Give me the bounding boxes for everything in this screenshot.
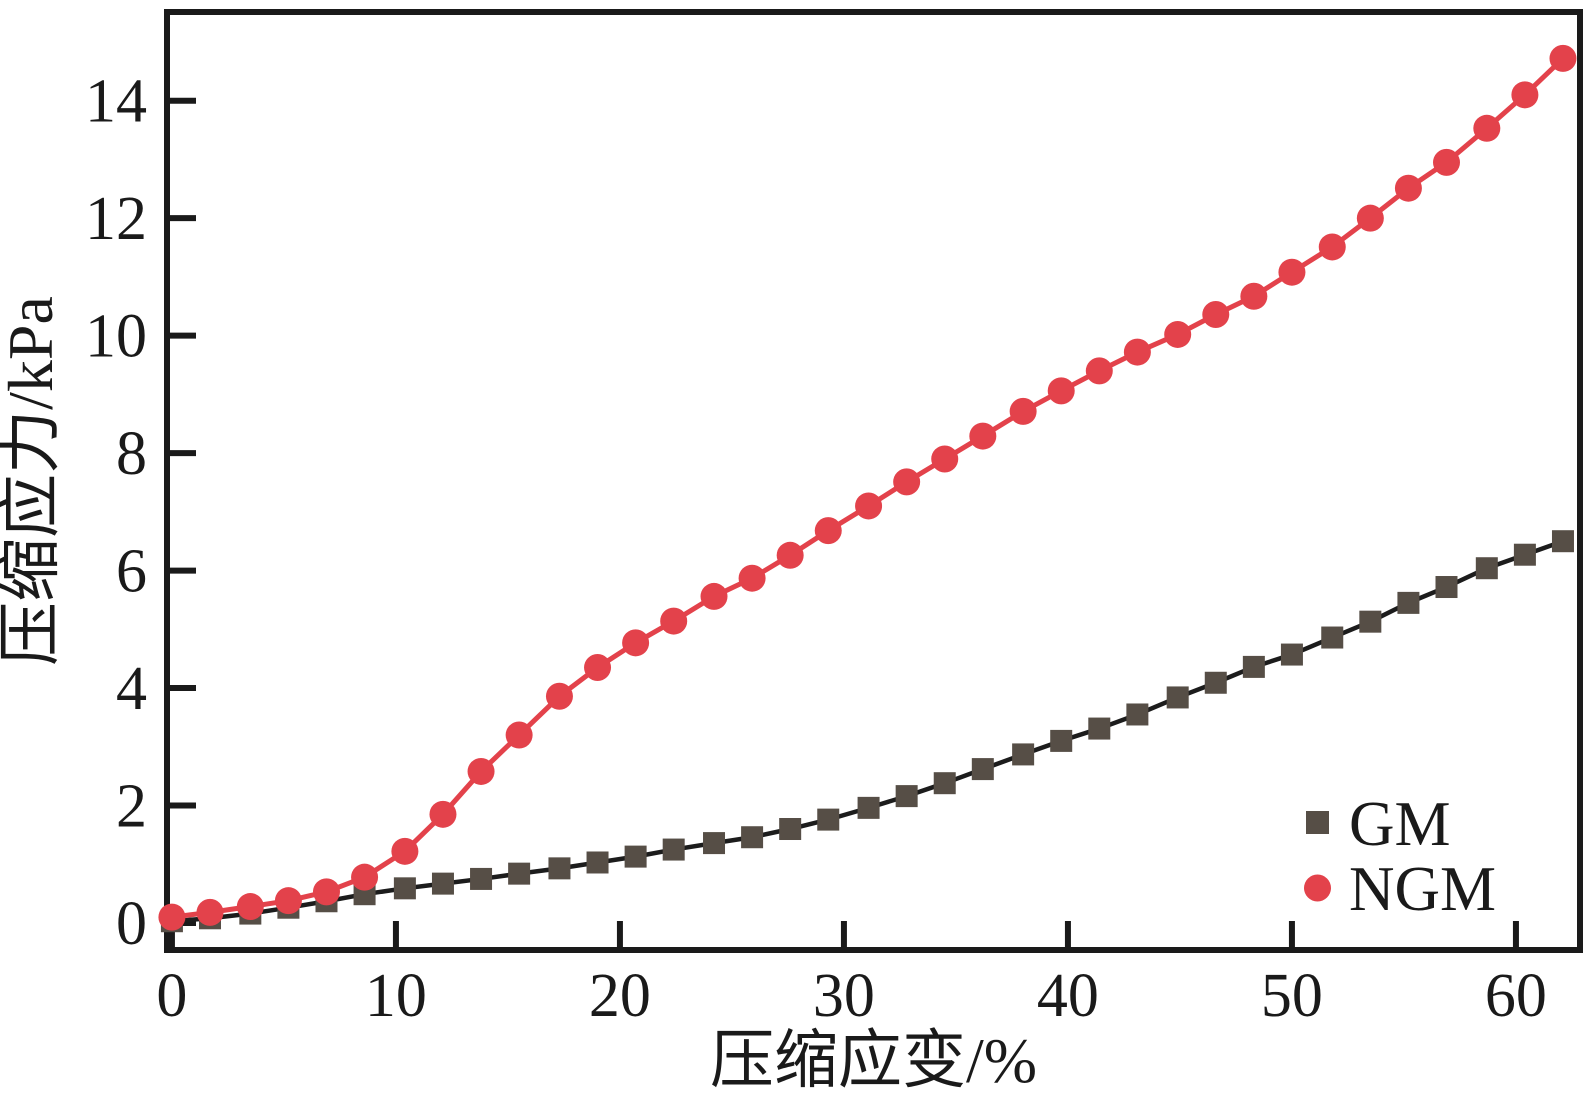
gm-marker [817, 808, 840, 831]
ngm-marker [931, 445, 959, 473]
gm-marker [1166, 686, 1189, 709]
gm-marker [1475, 557, 1498, 580]
y-tick-label: 10 [85, 303, 147, 371]
ngm-marker [1473, 114, 1501, 142]
gm-marker [508, 862, 531, 885]
x-axis-title: 压缩应变/% [710, 1025, 1037, 1096]
x-tick-label: 60 [1485, 962, 1547, 1030]
y-tick-label: 6 [116, 538, 147, 606]
ngm-marker [1394, 174, 1422, 202]
gm-marker [431, 872, 454, 895]
gm-marker [1204, 671, 1227, 694]
gm-marker [1126, 703, 1149, 726]
gm-marker [1088, 717, 1111, 740]
y-tick-label: 0 [116, 890, 147, 958]
x-tick-label: 0 [156, 962, 187, 1030]
ngm-marker [1549, 44, 1577, 72]
gm-marker [857, 796, 880, 819]
gm-marker [548, 857, 571, 880]
ngm-marker [738, 564, 766, 592]
gm-marker [1359, 610, 1382, 633]
gm-marker [1280, 643, 1303, 666]
ngm-marker [700, 582, 728, 610]
ngm-marker [1047, 377, 1075, 405]
gm-marker [662, 838, 685, 861]
x-tick-label: 20 [589, 962, 651, 1030]
legend-gm-label: GM [1349, 789, 1451, 859]
gm-marker [393, 877, 416, 900]
gm-marker [586, 851, 609, 874]
ngm-marker [855, 492, 883, 520]
y-tick-label: 14 [85, 68, 147, 136]
gm-marker [1435, 576, 1458, 599]
gm-marker [933, 772, 956, 795]
legend-ngm-label: NGM [1349, 854, 1496, 924]
ngm-marker [1432, 148, 1460, 176]
y-tick-label: 4 [116, 655, 147, 723]
x-tick-label: 30 [813, 962, 875, 1030]
legend-ngm-marker [1304, 874, 1331, 902]
y-tick-label: 8 [116, 420, 147, 488]
gm-marker [624, 845, 647, 868]
ngm-marker [351, 863, 379, 891]
gm-marker [1050, 729, 1073, 752]
ngm-marker [814, 517, 842, 545]
ngm-marker [545, 682, 573, 710]
gm-marker [1513, 543, 1536, 566]
ngm-marker [1202, 300, 1230, 328]
ngm-marker [1278, 258, 1306, 286]
gm-marker [779, 818, 802, 841]
gm-marker [1012, 743, 1035, 766]
gm-marker [703, 832, 726, 855]
ngm-marker [1240, 282, 1268, 310]
ngm-marker [1511, 81, 1539, 109]
y-tick-label: 12 [85, 185, 147, 253]
ngm-marker [274, 887, 302, 915]
ngm-marker [969, 422, 997, 450]
ngm-marker [776, 541, 804, 569]
ngm-marker [622, 629, 650, 657]
x-tick-label: 50 [1261, 962, 1323, 1030]
ngm-marker [1164, 320, 1192, 348]
plot-border [164, 9, 1583, 953]
ngm-marker [584, 653, 612, 681]
x-tick-label: 40 [1037, 962, 1099, 1030]
ngm-marker [429, 800, 457, 828]
ngm-marker [196, 898, 224, 926]
gm-marker [470, 867, 493, 890]
ngm-marker [1318, 233, 1346, 261]
ngm-marker [467, 757, 495, 785]
ngm-marker [660, 607, 688, 635]
ngm-marker [1123, 338, 1151, 366]
ngm-marker [893, 468, 921, 496]
y-tick-label: 2 [116, 773, 147, 841]
gm-marker [971, 758, 994, 781]
gm-marker [1242, 655, 1265, 678]
gm-marker [741, 826, 764, 849]
gm-marker [1321, 626, 1344, 649]
ngm-marker [505, 721, 533, 749]
ngm-marker [312, 878, 340, 906]
ngm-marker [1085, 357, 1113, 385]
ngm-marker [1356, 204, 1384, 232]
ngm-marker [158, 903, 186, 931]
gm-marker [1397, 591, 1420, 614]
ngm-marker [391, 837, 419, 865]
gm-marker [895, 785, 918, 808]
x-tick-label: 10 [365, 962, 427, 1030]
y-axis-title: 压缩应力/kPa [0, 296, 66, 666]
gm-marker [1551, 530, 1574, 553]
ngm-marker [1009, 397, 1037, 425]
ngm-marker [236, 893, 264, 921]
legend-gm-marker [1306, 811, 1329, 834]
